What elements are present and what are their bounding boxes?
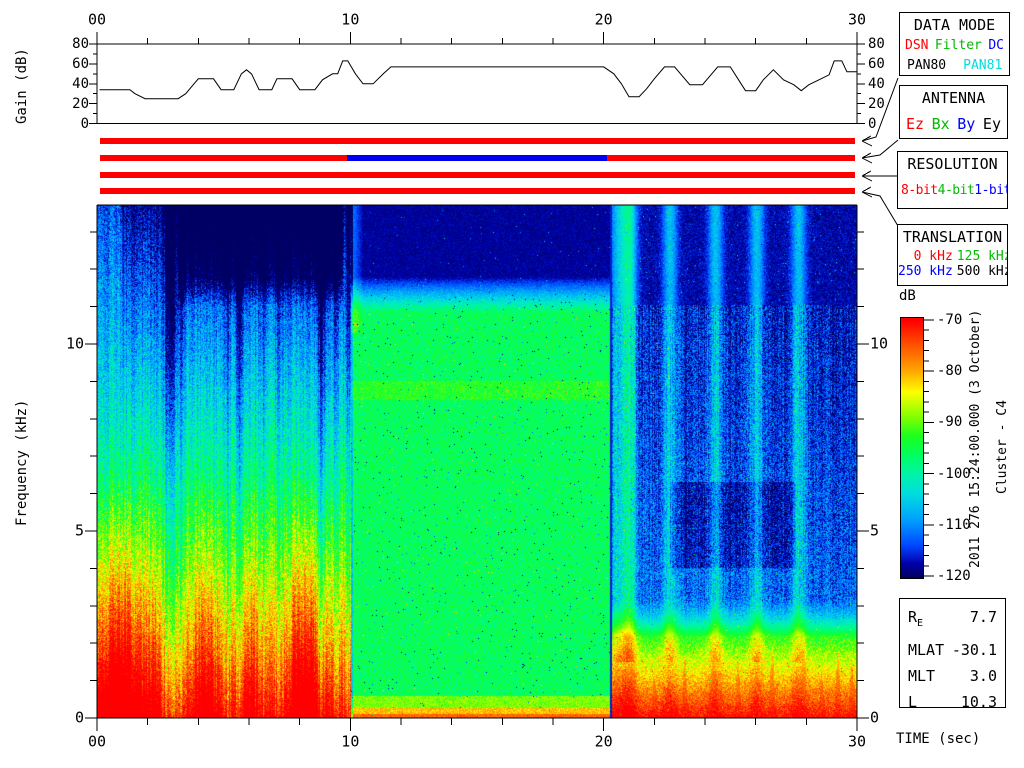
frequency-axis-label: Frequency (kHz) xyxy=(14,399,30,526)
spacecraft-vertical-label: Cluster - C4 xyxy=(995,400,1010,494)
orbit-info-panel: RE 7.7 MLAT -30.1 MLT 3.0 L 10.3 xyxy=(899,598,1006,711)
data-mode-filter: Filter xyxy=(934,38,982,53)
translation-125khz: 125 kHz xyxy=(956,249,1008,264)
antenna-panel: ANTENNA Ez Bx By Ey xyxy=(899,85,1008,139)
antenna-ez: Ez xyxy=(906,115,925,133)
gain-trace xyxy=(99,60,857,100)
gain-ytick-left-0: 0 xyxy=(80,115,89,132)
gain-xtick-0: 00 xyxy=(87,10,107,29)
colorbar-tick-90: -90 xyxy=(937,414,963,431)
l-label: L xyxy=(908,693,918,711)
colorbar-tick-110: -110 xyxy=(937,516,971,533)
data-mode-title: DATA MODE xyxy=(913,16,996,34)
data-mode-panel: DATA MODE DSN Filter DC PAN80 PAN81 xyxy=(899,12,1010,76)
colorbar-tick-70: -70 xyxy=(937,312,963,328)
re-label: R xyxy=(908,608,918,626)
data-mode-pan80: PAN80 xyxy=(907,58,947,73)
info-row-re: RE 7.7 xyxy=(908,604,997,637)
gain-ytick-right-40: 40 xyxy=(868,75,885,92)
data-mode-row-1: DSN Filter DC xyxy=(900,38,1009,53)
l-value: 10.3 xyxy=(960,693,997,711)
colorbar-tick-80: -80 xyxy=(937,363,963,380)
colorbar-title: dB xyxy=(899,288,916,304)
time-xtick-0: 00 xyxy=(87,732,107,751)
gain-ytick-right-20: 20 xyxy=(868,95,885,112)
translation-500khz: 500 kHz xyxy=(956,264,1008,279)
gain-xtick-20: 20 xyxy=(594,10,613,29)
resolution-title: RESOLUTION xyxy=(907,155,998,173)
colorbar-tick-120: -120 xyxy=(937,568,971,584)
translation-rows: 0 kHz 125 kHz 250 kHz 500 kHz xyxy=(898,249,1007,279)
mlt-value: 3.0 xyxy=(969,667,997,685)
antenna-bx: Bx xyxy=(931,115,950,133)
gain-ytick-left-40: 40 xyxy=(72,75,89,92)
gain-xtick-30: 30 xyxy=(847,10,867,29)
mlt-label: MLT xyxy=(908,667,936,685)
re-value: 7.7 xyxy=(969,608,997,626)
gain-xtick-10: 10 xyxy=(341,10,360,29)
re-sub: E xyxy=(917,618,924,629)
data-mode-dc: DC xyxy=(988,38,1004,53)
colorbar-tick-100: -100 xyxy=(937,465,971,482)
gain-ytick-left-80: 80 xyxy=(72,36,89,52)
translation-0khz: 0 kHz xyxy=(913,249,953,264)
antenna-ey: Ey xyxy=(982,115,1001,133)
timestamp-vertical-label: 2011 276 15:24:00.000 (3 October) xyxy=(968,309,983,569)
gain-plot-axes xyxy=(89,32,865,124)
spectrogram-canvas xyxy=(97,205,857,718)
gain-ytick-right-80: 80 xyxy=(868,36,885,52)
antenna-by: By xyxy=(957,115,976,133)
time-axis-label: TIME (sec) xyxy=(896,731,981,747)
mlat-value: -30.1 xyxy=(951,641,997,659)
data-mode-row-2: PAN80 PAN81 xyxy=(900,58,1009,73)
resolution-row: 8-bit 4-bit 1-bit xyxy=(898,183,1007,198)
info-row-mlt: MLT 3.0 xyxy=(908,663,997,689)
antenna-row: Ez Bx By Ey xyxy=(900,115,1007,133)
freq-ytick-right-5: 5 xyxy=(870,521,880,540)
translation-title: TRANSLATION xyxy=(902,228,1003,246)
resolution-1bit: 1-bit xyxy=(974,183,1008,198)
colorbar-ticks xyxy=(924,319,934,577)
time-xtick-20: 20 xyxy=(594,732,613,751)
translation-250khz: 250 kHz xyxy=(898,264,953,279)
resolution-4bit: 4-bit xyxy=(937,183,975,198)
resolution-8bit: 8-bit xyxy=(901,183,938,198)
gain-ytick-right-60: 60 xyxy=(868,55,885,72)
gain-ytick-left-60: 60 xyxy=(72,55,89,72)
freq-ytick-left-0: 0 xyxy=(74,708,84,727)
data-mode-dsn: DSN xyxy=(905,38,929,53)
gain-axis-label: Gain (dB) xyxy=(14,48,30,124)
gain-ytick-left-20: 20 xyxy=(72,95,89,112)
status-bars xyxy=(100,138,855,194)
data-mode-pan81: PAN81 xyxy=(963,58,1003,73)
time-xtick-30: 30 xyxy=(847,732,867,751)
translation-panel: TRANSLATION 0 kHz 125 kHz 250 kHz 500 kH… xyxy=(897,224,1008,286)
mlat-label: MLAT xyxy=(908,641,945,659)
gain-ytick-right-0: 0 xyxy=(868,115,877,132)
info-row-l: L 10.3 xyxy=(908,689,997,715)
freq-ytick-right-0: 0 xyxy=(870,708,880,727)
freq-ytick-right-10: 10 xyxy=(870,334,889,353)
antenna-title: ANTENNA xyxy=(921,89,986,107)
resolution-panel: RESOLUTION 8-bit 4-bit 1-bit xyxy=(897,151,1008,209)
freq-ytick-left-10: 10 xyxy=(65,334,84,353)
colorbar-canvas xyxy=(900,317,924,579)
info-row-mlat: MLAT -30.1 xyxy=(908,637,997,663)
freq-ytick-left-5: 5 xyxy=(74,521,84,540)
time-xtick-10: 10 xyxy=(341,732,360,751)
